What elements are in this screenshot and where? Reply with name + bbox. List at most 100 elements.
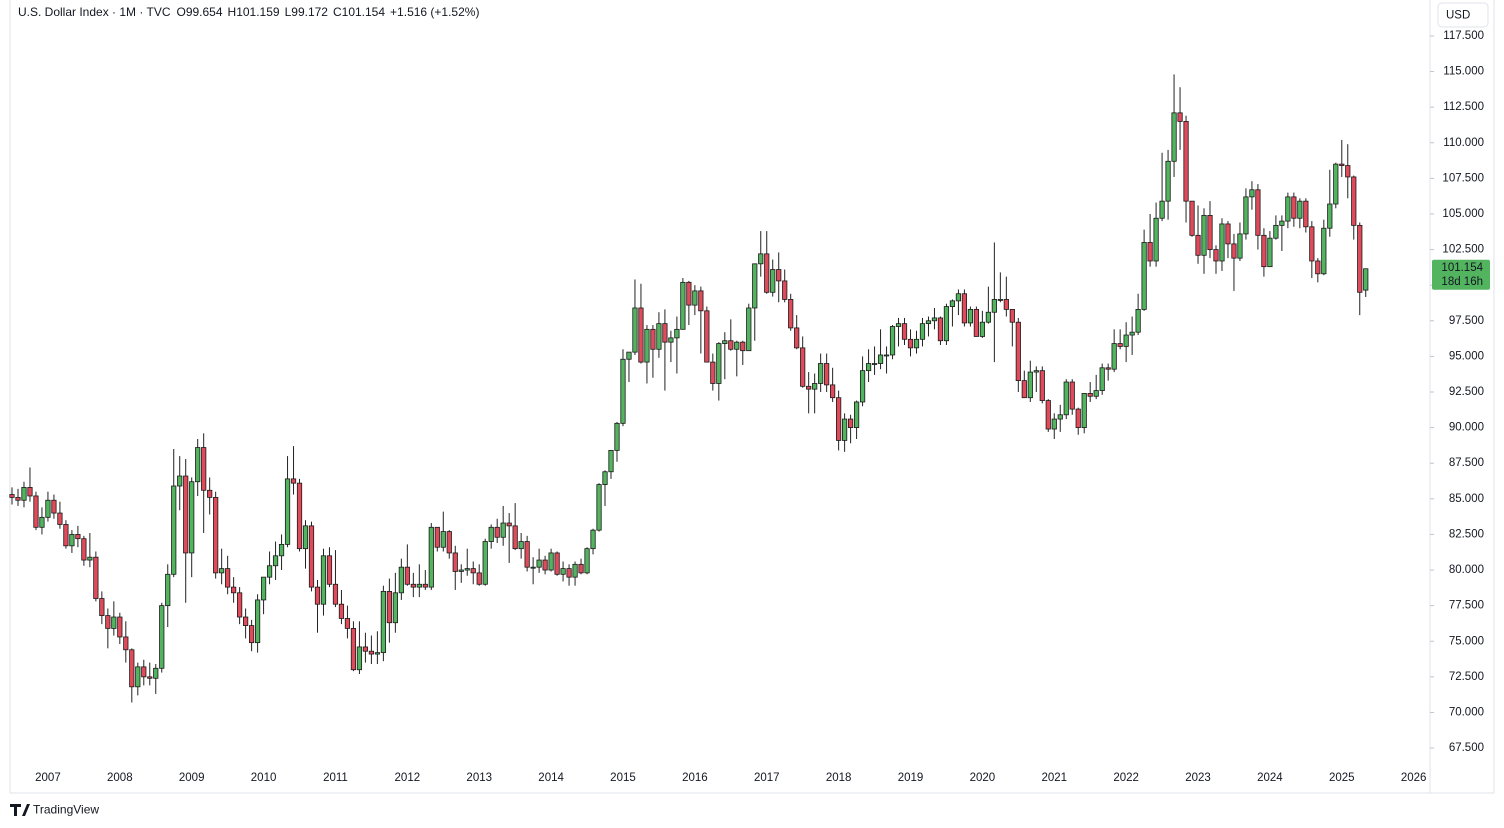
candle-body (320, 555, 327, 605)
candle-body (105, 615, 111, 629)
candle-body (1225, 223, 1231, 245)
candle-body (836, 397, 842, 441)
candle-body (1057, 414, 1063, 420)
candle-body (728, 340, 734, 350)
candle-body (428, 526, 434, 588)
brand-logo (10, 804, 30, 816)
candle-body (1201, 215, 1207, 256)
candle-body (1063, 381, 1069, 416)
candle-body (602, 471, 608, 485)
candle-body (344, 618, 351, 629)
countdown-label: 18d 16h (1441, 276, 1483, 288)
candle-body (644, 328, 650, 363)
candle-body (500, 522, 506, 538)
candle-body (33, 495, 39, 528)
candle-body (111, 616, 117, 629)
candle-body (332, 583, 339, 605)
y-tick-label: 80.000 (1449, 564, 1484, 576)
candle-body (554, 552, 560, 575)
candle-body (1339, 163, 1345, 166)
ohlc-key: L (285, 5, 292, 19)
candle-body (296, 482, 303, 550)
candle-body (398, 566, 404, 594)
candle-body (961, 293, 968, 324)
candle-body (1003, 299, 1009, 310)
candle-body (117, 616, 123, 638)
x-tick-label: 2025 (1329, 772, 1355, 784)
candle-body (596, 484, 602, 531)
candle-body (464, 568, 470, 571)
candle-body (1081, 393, 1087, 429)
candle-body (1303, 200, 1309, 228)
last-price-box (1432, 259, 1490, 290)
candle-body (530, 566, 536, 569)
candle-body (75, 534, 81, 540)
y-tick-label: 97.500 (1449, 315, 1484, 327)
candle-body (45, 499, 51, 518)
candle-body (1129, 331, 1135, 336)
candle-body (81, 538, 87, 561)
candle-body (1183, 121, 1189, 202)
candle-body (458, 569, 464, 572)
candle-body (440, 531, 446, 548)
candle-body (776, 269, 782, 282)
candle-body (326, 555, 333, 585)
candle-body (991, 299, 997, 313)
candle-body (979, 321, 985, 337)
candle-body (1219, 223, 1225, 262)
candle-body (51, 499, 57, 514)
candle-body (195, 447, 201, 483)
candle-body (782, 280, 788, 300)
ohlc-value: 99.172 (291, 5, 328, 19)
candle-body (752, 263, 758, 309)
candle-body (1243, 196, 1249, 235)
candle-body (626, 351, 632, 360)
x-tick-label: 2015 (610, 772, 636, 784)
candle-body (1207, 215, 1213, 250)
candle-body (859, 370, 866, 403)
candle-body (452, 552, 458, 572)
candle-body (380, 590, 386, 654)
candle-body (410, 583, 416, 588)
candle-body (254, 599, 261, 644)
candle-body (356, 646, 363, 671)
candle-body (1255, 189, 1261, 236)
candle-body (692, 290, 698, 306)
candle-body (1249, 189, 1255, 198)
candle-body (15, 496, 21, 501)
candle-body (566, 568, 572, 578)
x-tick-label: 2010 (251, 772, 277, 784)
candle-body (889, 326, 896, 356)
candle-body (219, 568, 225, 574)
brand-name: TradingView (33, 803, 99, 817)
y-tick-label: 110.000 (1443, 137, 1484, 149)
candle-body (656, 323, 662, 350)
candle-body (506, 522, 512, 527)
candle-body (830, 384, 836, 399)
candle-body (1093, 390, 1099, 397)
currency-button[interactable] (1437, 2, 1489, 28)
x-tick-label: 2026 (1401, 772, 1427, 784)
candle-body (1309, 226, 1315, 262)
candle-body (1333, 163, 1339, 205)
x-tick-label: 2024 (1257, 772, 1283, 784)
x-tick-label: 2008 (107, 772, 133, 784)
candle-body (362, 646, 369, 652)
x-tick-label: 2013 (466, 772, 492, 784)
candle-body (308, 525, 315, 588)
candle-body (57, 512, 63, 525)
y-tick-label: 87.500 (1449, 457, 1484, 469)
y-tick-label: 105.000 (1442, 208, 1484, 220)
y-tick-label: 117.500 (1443, 30, 1484, 42)
x-tick-label: 2022 (1113, 772, 1139, 784)
candle-body (1021, 380, 1027, 399)
candle-body (1135, 308, 1141, 333)
candle-body (614, 422, 620, 451)
candle-body (135, 666, 141, 688)
candle-body (895, 323, 902, 327)
candle-body (1351, 176, 1357, 226)
candle-body (1231, 243, 1237, 259)
candle-body (9, 494, 15, 498)
candle-body (1327, 203, 1333, 229)
candle-body (434, 526, 440, 548)
